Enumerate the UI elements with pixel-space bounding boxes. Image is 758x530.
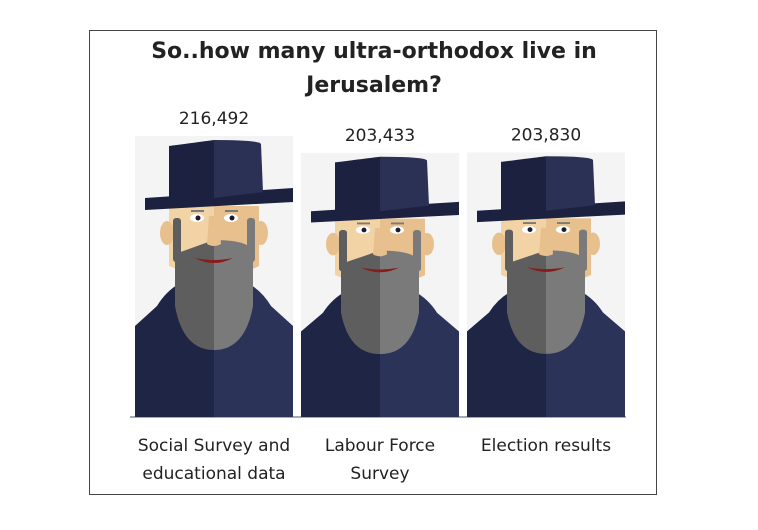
hat-crown-right [546, 156, 595, 211]
left-pupil [361, 227, 367, 233]
hat-brim [145, 188, 293, 210]
chart-title-line-1: So..how many ultra-orthodox live in [151, 39, 597, 64]
right-brow [225, 210, 238, 212]
figure-1 [135, 136, 293, 417]
left-ear [492, 232, 506, 256]
beard-right [214, 240, 253, 350]
category-label-3: Election results [481, 436, 611, 456]
left-brow [191, 210, 204, 212]
hat-crown-left [169, 140, 214, 201]
beard-left [507, 250, 546, 354]
category-label-1: Social Survey and [138, 436, 290, 456]
category-label-1: educational data [142, 464, 285, 484]
beard-right [380, 250, 419, 355]
mouth [527, 267, 565, 273]
nose [207, 216, 221, 246]
left-pupil [527, 227, 533, 232]
figure-2 [301, 152, 459, 417]
right-pupil [229, 215, 235, 221]
left-ear [326, 232, 340, 256]
beard-left [341, 250, 380, 355]
hat-crown-right [380, 156, 429, 212]
category-label-2: Labour Force [325, 436, 435, 456]
hat-crown-right [214, 140, 263, 198]
left-brow [357, 222, 370, 225]
right-pupil [395, 227, 401, 233]
right-pupil [561, 227, 567, 232]
left-sidelock [339, 230, 347, 272]
left-sidelock [173, 218, 181, 262]
mouth [361, 267, 399, 273]
nose [539, 227, 553, 257]
nose [373, 228, 387, 257]
value-label-3: 203,830 [511, 125, 581, 145]
value-label-2: 203,433 [345, 126, 415, 146]
hat-crown-left [335, 156, 380, 215]
chart-title: So..how many ultra-orthodox live in Jeru… [90, 35, 658, 103]
right-brow [391, 222, 404, 225]
hat-brim [477, 201, 625, 223]
right-ear [586, 232, 600, 256]
chart-title-line-2: Jerusalem? [306, 73, 442, 98]
hat-crown-left [501, 156, 546, 214]
left-ear [160, 221, 174, 245]
chart-frame: So..how many ultra-orthodox live in Jeru… [89, 30, 657, 495]
figure-3 [467, 152, 625, 418]
mouth [195, 258, 233, 263]
pictogram-chart: 216,492 203,433 203,830 Social Survey and ed… [130, 109, 626, 484]
left-sidelock [505, 229, 513, 272]
right-brow [557, 222, 570, 224]
left-pupil [195, 215, 201, 221]
beard-left [175, 240, 214, 350]
left-brow [523, 222, 536, 224]
category-label-2: Survey [350, 464, 409, 484]
hat-brim [311, 201, 459, 223]
right-ear [420, 232, 434, 256]
beard-right [546, 250, 585, 354]
right-ear [254, 221, 268, 245]
value-label-1: 216,492 [179, 109, 249, 129]
